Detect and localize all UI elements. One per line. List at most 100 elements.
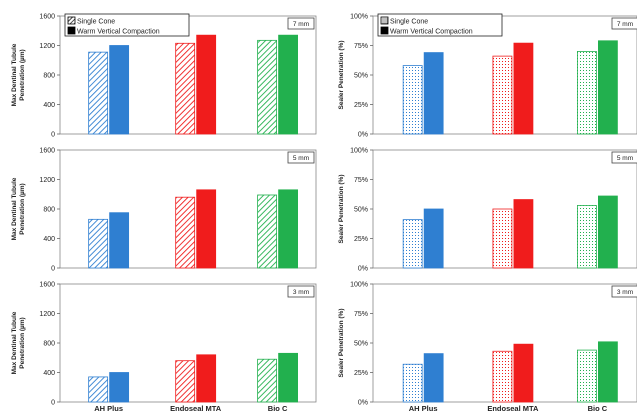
bar-ah-plus-single-cone: [88, 376, 109, 403]
depth-annotation: 7 mm: [293, 21, 309, 28]
depth-annotation: 5 mm: [617, 155, 633, 162]
x-category-label: Bio C: [588, 404, 608, 412]
bar-bio-c-single-cone: [577, 51, 597, 135]
y-tick-label: 50%: [354, 73, 368, 80]
legend-label: Single Cone: [390, 19, 428, 26]
legend-box: [377, 13, 503, 37]
x-category-label: AH Plus: [94, 404, 123, 412]
y-tick-label: 0: [51, 132, 55, 139]
bar-ah-plus-warm-vertical: [423, 52, 444, 135]
bar-bio-c-single-cone: [257, 39, 278, 135]
bar-bio-c-warm-vertical: [598, 195, 618, 269]
y-axis-label: Max Dentinal TubulePenetration (µm): [11, 43, 26, 106]
bar-bio-c-single-cone: [257, 358, 278, 403]
y-tick-label: 25%: [354, 102, 368, 109]
y-axis-label: Max Dentinal TubulePenetration (µm): [11, 311, 26, 374]
y-tick-label: 75%: [354, 177, 368, 184]
bar-ah-plus-warm-vertical: [109, 372, 130, 403]
y-tick-label: 0%: [358, 132, 368, 139]
y-tick-label: 400: [43, 236, 55, 243]
y-tick-label: 0%: [358, 400, 368, 407]
depth-annotation-box: [611, 285, 637, 298]
y-axis-label: Sealer Penetration (%): [338, 309, 345, 378]
y-tick-label: 100%: [350, 14, 368, 21]
bar-endoseal-mta-warm-vertical: [513, 199, 534, 269]
bar-endoseal-mta-warm-vertical: [196, 34, 217, 135]
y-tick-label: 800: [43, 207, 55, 214]
x-category-label: Endoseal MTA: [487, 404, 539, 412]
legend-label: Warm Vertical Compaction: [390, 29, 473, 36]
bar-ah-plus-single-cone: [402, 219, 423, 269]
y-tick-label: 75%: [354, 311, 368, 318]
x-category-label: AH Plus: [409, 404, 438, 412]
bar-endoseal-mta-warm-vertical: [196, 189, 217, 269]
chart-panel-1: 0 400 800 1200 1600 Max Dentinal TubulePenetr…: [11, 13, 317, 139]
legend-swatch: [67, 26, 76, 35]
bar-ah-plus-warm-vertical: [109, 45, 130, 135]
bar-endoseal-mta-single-cone: [175, 360, 196, 403]
y-tick-label: 1600: [39, 14, 55, 21]
bar-endoseal-mta-single-cone: [492, 350, 513, 403]
bar-bio-c-warm-vertical: [598, 341, 618, 403]
legend-label: Warm Vertical Compaction: [77, 29, 160, 36]
bar-ah-plus-warm-vertical: [423, 353, 444, 403]
bar-bio-c-single-cone: [257, 194, 278, 269]
bar-bio-c-warm-vertical: [278, 34, 299, 135]
bar-bio-c-warm-vertical: [278, 352, 299, 403]
y-tick-label: 1200: [39, 43, 55, 50]
bar-ah-plus-warm-vertical: [423, 208, 444, 269]
depth-annotation-box: [287, 17, 315, 30]
y-tick-label: 0: [51, 266, 55, 273]
bar-endoseal-mta-warm-vertical: [513, 42, 534, 135]
bar-bio-c-single-cone: [577, 349, 597, 403]
y-tick-label: 75%: [354, 43, 368, 50]
y-tick-label: 100%: [350, 148, 368, 155]
legend-swatch: [67, 16, 76, 25]
y-tick-label: 400: [43, 370, 55, 377]
depth-annotation: 7 mm: [617, 21, 633, 28]
depth-annotation-box: [287, 151, 315, 164]
bar-ah-plus-single-cone: [88, 51, 109, 135]
bar-endoseal-mta-single-cone: [492, 55, 513, 135]
y-tick-label: 0: [51, 400, 55, 407]
y-tick-label: 25%: [354, 370, 368, 377]
y-tick-label: 100%: [350, 282, 368, 289]
x-category-label: Bio C: [268, 404, 288, 412]
bar-ah-plus-single-cone: [402, 363, 423, 403]
y-axis-label: Max Dentinal TubulePenetration (µm): [11, 177, 26, 240]
y-tick-label: 25%: [354, 236, 368, 243]
bar-ah-plus-single-cone: [88, 218, 109, 269]
bar-bio-c-warm-vertical: [598, 40, 618, 135]
bar-endoseal-mta-warm-vertical: [196, 354, 217, 403]
chart-panel-5: 0 400 800 1200 1600 Max Dentinal TubulePenetr…: [11, 282, 317, 412]
y-axis-label: Sealer Penetration (%): [338, 175, 345, 244]
y-tick-label: 800: [43, 73, 55, 80]
y-tick-label: 50%: [354, 207, 368, 214]
depth-annotation-box: [287, 285, 315, 298]
chart-panel-3: 0 400 800 1200 1600 Max Dentinal TubulePenetr…: [11, 148, 317, 273]
y-tick-label: 1200: [39, 311, 55, 318]
depth-annotation-box: [611, 151, 637, 164]
y-tick-label: 0%: [358, 266, 368, 273]
legend-swatch: [380, 16, 389, 25]
bar-endoseal-mta-single-cone: [175, 42, 196, 135]
legend-box: [64, 13, 190, 37]
depth-annotation: 3 mm: [617, 289, 633, 296]
chart-panel-4: 0% 25% 50% 75% 100% Sealer Penetration (%) 5 m…: [338, 148, 637, 273]
x-category-label: Endoseal MTA: [170, 404, 222, 412]
legend-swatch: [380, 26, 389, 35]
depth-annotation: 3 mm: [293, 289, 309, 296]
y-tick-label: 1600: [39, 282, 55, 289]
y-tick-label: 1200: [39, 177, 55, 184]
bar-endoseal-mta-single-cone: [492, 208, 513, 269]
bar-endoseal-mta-single-cone: [175, 196, 196, 269]
y-tick-label: 400: [43, 102, 55, 109]
bar-endoseal-mta-warm-vertical: [513, 343, 534, 403]
chart-panel-6: 0% 25% 50% 75% 100% Sealer Penetration (%) AH …: [338, 282, 637, 412]
depth-annotation-box: [611, 17, 637, 30]
legend-label: Single Cone: [77, 19, 115, 26]
bar-bio-c-warm-vertical: [278, 189, 299, 269]
depth-annotation: 5 mm: [293, 155, 309, 162]
bar-ah-plus-warm-vertical: [109, 212, 130, 269]
